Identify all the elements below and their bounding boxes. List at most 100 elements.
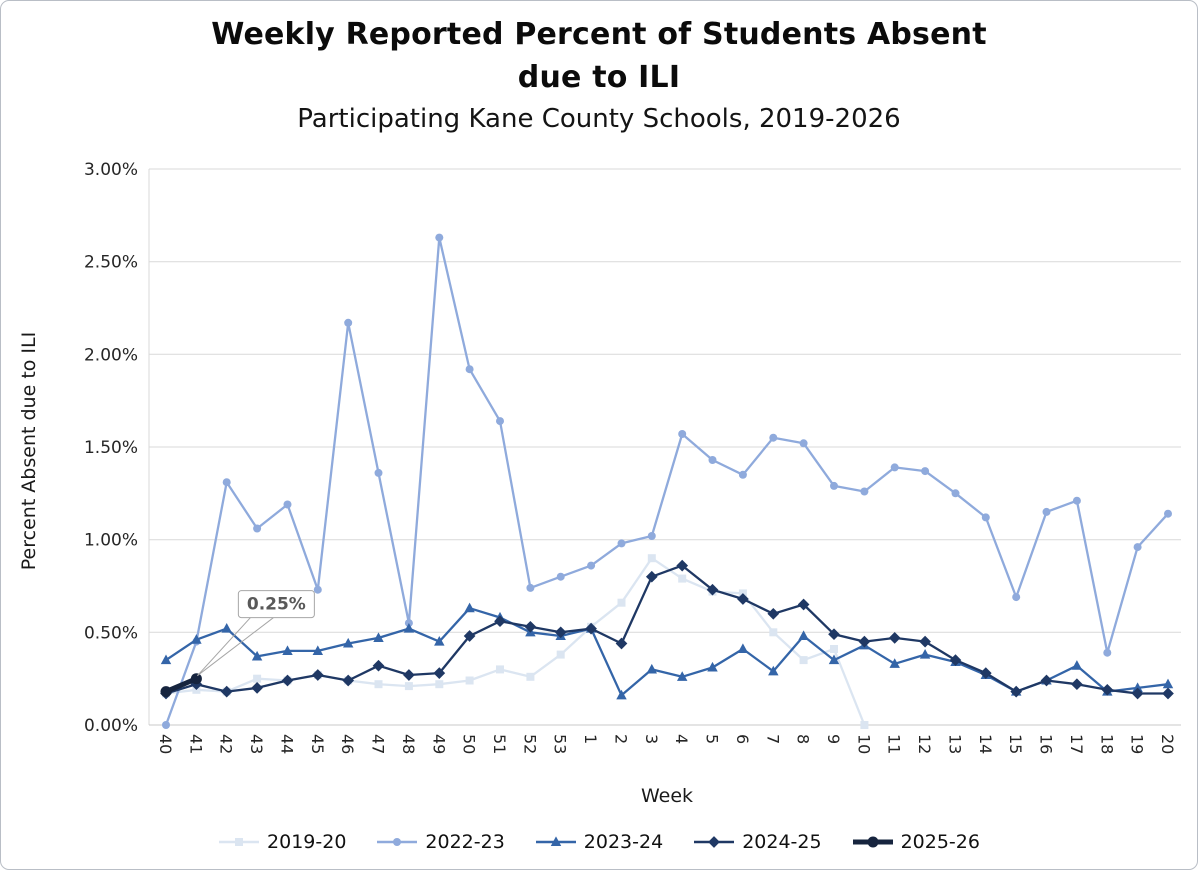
x-axis-tick-labels: 40 41 42 43 44 45 46 47 48 49 50 51 52 53 1 2 3 4 5 6 7 8 9 10 1… bbox=[156, 734, 1177, 754]
data-point bbox=[919, 635, 931, 648]
data-point bbox=[496, 665, 504, 674]
data-point bbox=[707, 661, 718, 672]
x-tick-label: 49 bbox=[429, 734, 448, 754]
data-point bbox=[645, 570, 658, 583]
x-tick-label: 3 bbox=[642, 734, 661, 744]
data-point bbox=[888, 632, 901, 644]
legend-marker-2023-24 bbox=[535, 836, 576, 847]
series-layer bbox=[160, 233, 1174, 729]
data-point bbox=[190, 673, 202, 685]
x-tick-label: 16 bbox=[1037, 734, 1056, 754]
legend-item-2019-20: 2019-20 bbox=[218, 831, 346, 853]
x-tick-label: 8 bbox=[794, 734, 813, 744]
x-tick-label: 20 bbox=[1158, 734, 1177, 754]
data-point bbox=[860, 721, 869, 729]
data-point bbox=[374, 680, 383, 689]
data-point bbox=[1103, 648, 1112, 657]
y-tick-label: 0.50% bbox=[84, 623, 138, 643]
data-point bbox=[524, 620, 537, 633]
series-line-2025-26 bbox=[163, 676, 199, 695]
callout-leader-line bbox=[197, 617, 274, 677]
legend-item-2022-23: 2022-23 bbox=[376, 831, 505, 853]
data-point bbox=[890, 463, 899, 472]
data-point bbox=[494, 615, 506, 628]
data-point bbox=[556, 650, 565, 659]
data-point bbox=[858, 635, 871, 648]
data-point bbox=[526, 672, 535, 681]
data-point bbox=[951, 489, 960, 498]
data-point bbox=[1010, 685, 1023, 698]
data-point bbox=[342, 637, 354, 648]
data-point bbox=[647, 554, 656, 563]
y-axis-tick-labels: 0.00% 0.50% 1.00% 1.50% 2.00% 2.50% 3.00% bbox=[84, 160, 138, 736]
gridlines bbox=[148, 168, 1181, 726]
data-point bbox=[221, 623, 232, 633]
data-point bbox=[435, 680, 444, 689]
legend-label: 2019-20 bbox=[267, 831, 347, 853]
data-point bbox=[434, 636, 445, 646]
data-point bbox=[799, 439, 808, 448]
data-point bbox=[769, 628, 778, 637]
x-tick-label: 19 bbox=[1128, 734, 1147, 754]
x-tick-label: 47 bbox=[369, 734, 388, 754]
data-point bbox=[404, 682, 413, 691]
data-point bbox=[616, 689, 627, 700]
callout-text: 0.25% bbox=[247, 595, 306, 615]
data-point bbox=[372, 659, 385, 672]
data-point bbox=[435, 233, 444, 242]
data-point bbox=[617, 539, 626, 548]
legend-label: 2025-26 bbox=[900, 831, 980, 853]
data-point bbox=[919, 649, 931, 659]
data-point bbox=[798, 630, 809, 641]
data-point bbox=[465, 676, 474, 685]
x-tick-label: 1 bbox=[581, 734, 600, 744]
series-line-2024-25 bbox=[164, 564, 1170, 695]
x-tick-label: 5 bbox=[703, 734, 722, 744]
x-tick-label: 50 bbox=[460, 734, 479, 754]
data-point bbox=[1071, 678, 1083, 691]
data-point bbox=[768, 665, 779, 676]
data-point bbox=[344, 318, 353, 327]
data-point bbox=[1132, 682, 1143, 692]
data-point bbox=[587, 561, 596, 570]
callout-box bbox=[237, 590, 315, 619]
x-tick-label: 45 bbox=[308, 734, 327, 754]
data-point bbox=[463, 630, 476, 642]
y-axis-title: Percent Absent due to ILI bbox=[18, 332, 40, 570]
x-tick-label: 11 bbox=[885, 734, 904, 754]
data-point bbox=[949, 654, 962, 666]
legend-item-2024-25: 2024-25 bbox=[693, 831, 822, 853]
data-point bbox=[554, 626, 567, 639]
legend-label: 2022-23 bbox=[425, 831, 505, 853]
legend-label: 2024-25 bbox=[742, 831, 822, 853]
data-point bbox=[797, 598, 810, 611]
chart-legend: 2019-20 2022-23 2023-24 2024-25 2025-26 bbox=[1, 831, 1197, 853]
data-point bbox=[374, 468, 383, 477]
x-tick-label: 12 bbox=[915, 734, 934, 754]
x-tick-label: 43 bbox=[247, 734, 266, 754]
data-point bbox=[1162, 678, 1174, 689]
x-tick-label: 4 bbox=[672, 734, 691, 744]
data-point bbox=[737, 643, 749, 654]
data-point bbox=[283, 500, 292, 509]
x-axis-title: Week bbox=[641, 785, 693, 807]
data-point bbox=[615, 637, 628, 650]
x-tick-label: 44 bbox=[278, 734, 297, 754]
data-point bbox=[678, 430, 687, 438]
data-point bbox=[769, 433, 778, 442]
y-tick-label: 2.50% bbox=[84, 253, 138, 273]
x-tick-label: 52 bbox=[520, 734, 539, 754]
data-point bbox=[373, 632, 384, 642]
series-line-2022-23 bbox=[164, 236, 1170, 727]
x-tick-label: 48 bbox=[399, 734, 418, 754]
legend-marker-2024-25 bbox=[694, 836, 735, 848]
data-point bbox=[799, 656, 808, 665]
annotation-callout: 0.25% bbox=[196, 590, 315, 677]
x-tick-label: 10 bbox=[854, 734, 873, 754]
data-point bbox=[251, 650, 263, 661]
data-point bbox=[1162, 687, 1174, 700]
x-tick-label: 51 bbox=[490, 734, 509, 754]
data-point bbox=[1131, 687, 1144, 700]
